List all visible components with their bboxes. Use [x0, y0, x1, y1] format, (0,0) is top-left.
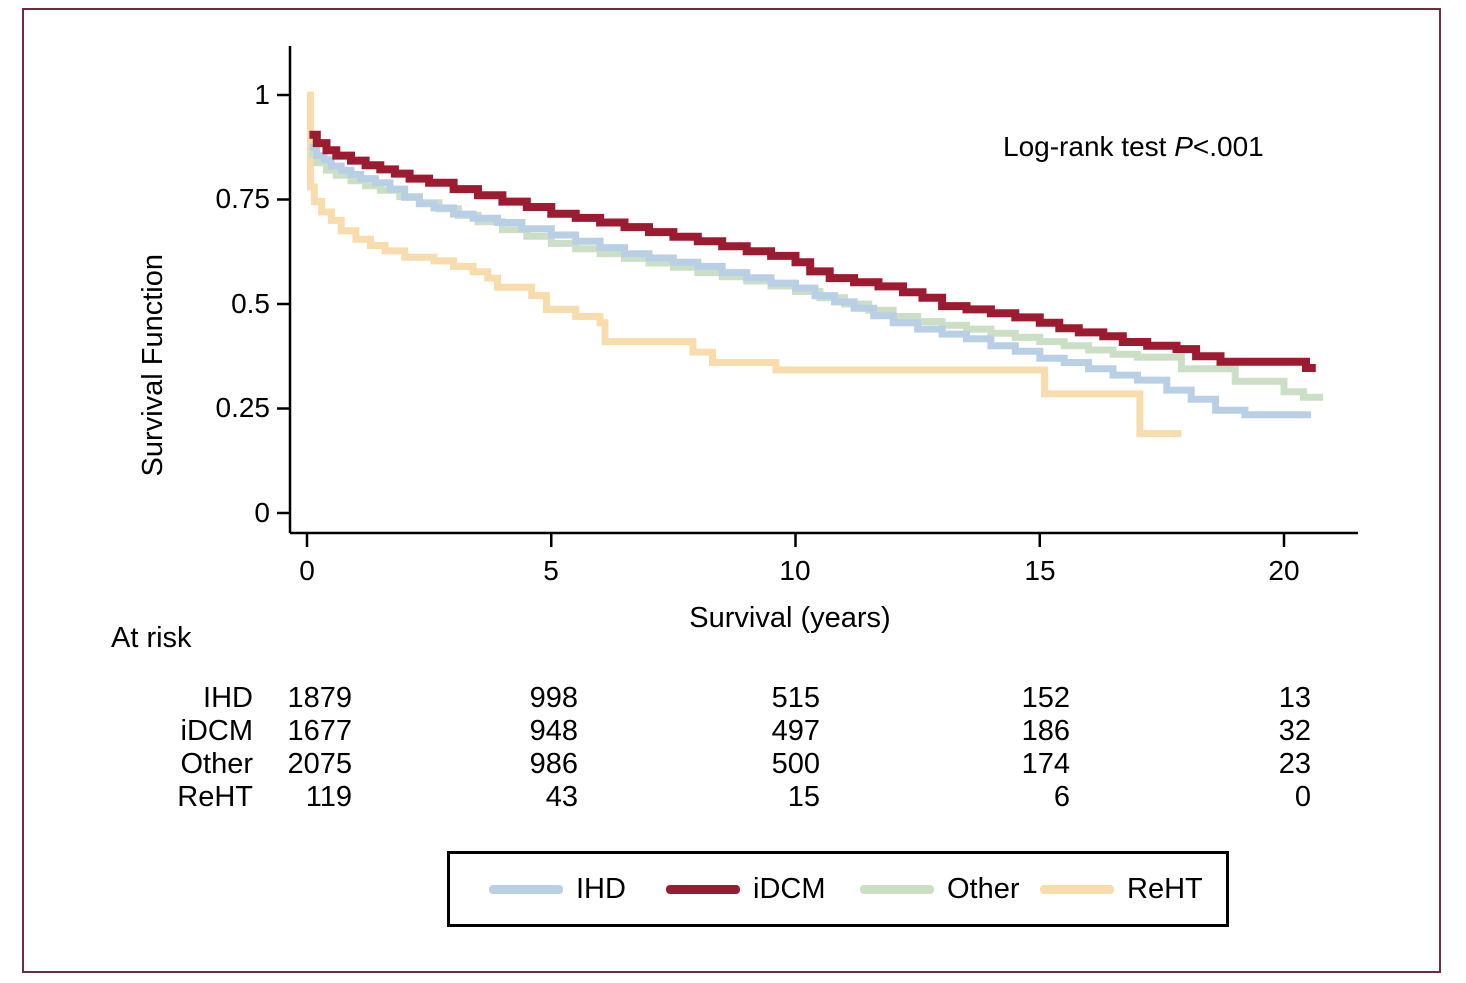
- at-risk-value: 2075: [287, 748, 352, 780]
- xtick-label-20: 20: [1268, 555, 1300, 586]
- legend-label: IHD: [576, 872, 626, 905]
- at-risk-value: 500: [771, 748, 820, 780]
- at-risk-value: 6: [1053, 781, 1070, 813]
- annotation-prefix: Log-rank test: [1003, 131, 1175, 162]
- at-risk-row-label: ReHT: [177, 781, 253, 813]
- annotation-suffix: <.001: [1192, 131, 1264, 162]
- at-risk-value: 1879: [287, 682, 352, 714]
- legend-swatch: [860, 884, 934, 894]
- y-axis-title: Survival Function: [133, 250, 173, 480]
- at-risk-row-label: Other: [180, 748, 253, 780]
- xtick-label-15: 15: [1024, 555, 1056, 586]
- legend-item-idcm: iDCM: [666, 854, 826, 924]
- y-axis-title-text: Survival Function: [136, 253, 169, 477]
- at-risk-value: 998: [529, 682, 578, 714]
- at-risk-value: 948: [529, 715, 578, 747]
- at-risk-value: 15: [787, 781, 820, 813]
- xtick-label-10: 10: [779, 555, 811, 586]
- at-risk-value: 152: [1021, 682, 1070, 714]
- legend-item-ihd: IHD: [489, 854, 626, 924]
- ytick-label-025: 0.25: [215, 392, 271, 423]
- at-risk-value: 174: [1021, 748, 1070, 780]
- xtick-label-5: 5: [543, 555, 559, 586]
- at-risk-row-label: iDCM: [180, 715, 254, 747]
- log-rank-annotation: Log-rank test P<.001: [1003, 131, 1264, 163]
- legend-label: iDCM: [753, 872, 826, 905]
- at-risk-value: 986: [529, 748, 578, 780]
- legend-item-reht: ReHT: [1040, 854, 1203, 924]
- figure-border: [22, 8, 1441, 973]
- xtick-label-0: 0: [299, 555, 315, 586]
- legend-swatch: [489, 884, 563, 894]
- at-risk-value: 515: [771, 682, 820, 714]
- legend-label: Other: [947, 872, 1020, 905]
- legend-label: ReHT: [1127, 872, 1203, 905]
- at-risk-value: 1677: [287, 715, 352, 747]
- ytick-label-1: 1: [254, 79, 270, 110]
- at-risk-value: 186: [1021, 715, 1070, 747]
- legend: IHD iDCM Other ReHT: [447, 851, 1229, 927]
- at-risk-value: 23: [1278, 748, 1311, 780]
- x-axis-title: Survival (years): [689, 602, 891, 634]
- at-risk-value: 43: [545, 781, 578, 813]
- at-risk-value: 0: [1294, 781, 1311, 813]
- legend-swatch: [1040, 884, 1114, 894]
- legend-swatch: [666, 884, 740, 894]
- annotation-p-symbol: P: [1174, 131, 1193, 162]
- at-risk-value: 32: [1278, 715, 1311, 747]
- at-risk-row-label: IHD: [203, 682, 253, 714]
- ytick-label-075: 0.75: [215, 183, 271, 214]
- legend-item-other: Other: [860, 854, 1020, 924]
- at-risk-title: At risk: [111, 622, 192, 654]
- ytick-label-0: 0: [254, 497, 270, 528]
- at-risk-value: 13: [1278, 682, 1311, 714]
- at-risk-value: 119: [305, 781, 352, 813]
- ytick-label-05: 0.5: [231, 288, 270, 319]
- at-risk-value: 497: [771, 715, 820, 747]
